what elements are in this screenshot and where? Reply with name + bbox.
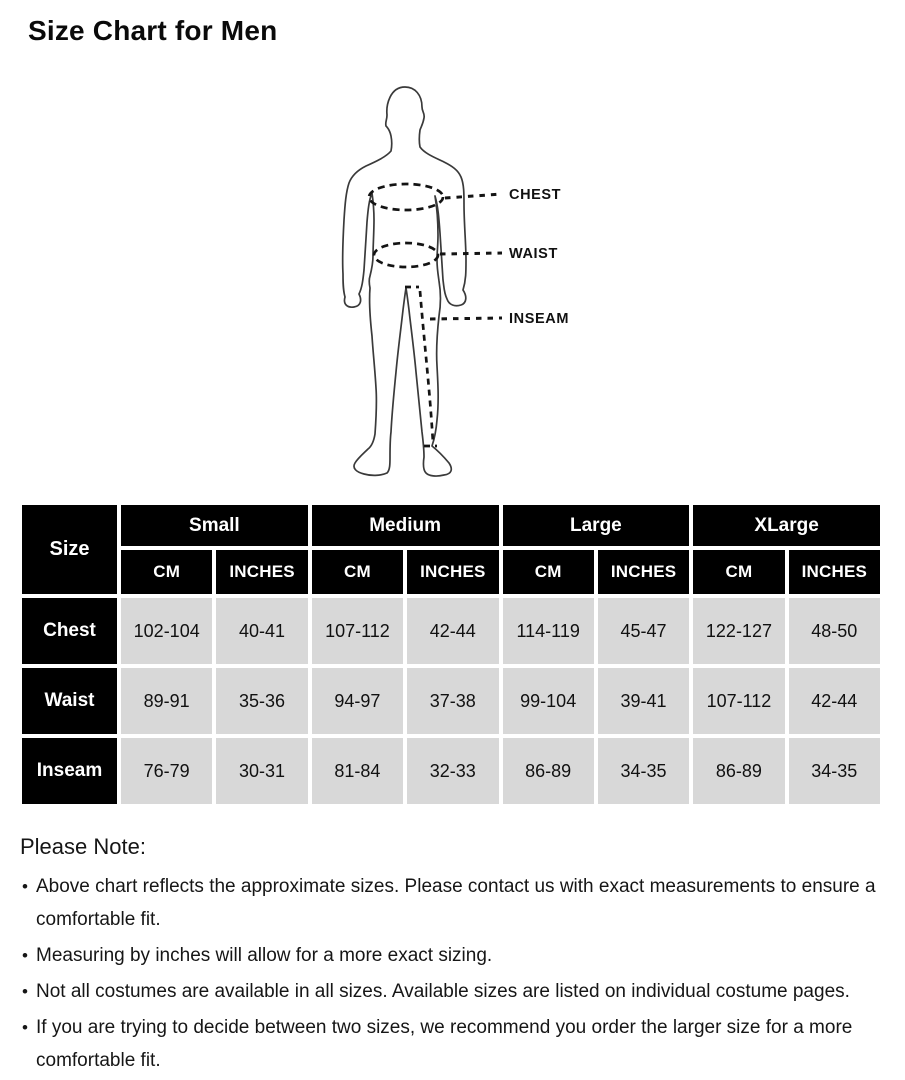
- unit-header: INCHES: [216, 550, 308, 594]
- chest-leader-line: [444, 192, 503, 200]
- table-cell: 81-84: [311, 738, 404, 804]
- table-cell: 40-41: [216, 598, 308, 664]
- page-title: Size Chart for Men: [28, 15, 278, 46]
- table-cell: 34-35: [597, 738, 690, 804]
- male-body-figure-svg: CHEST WAIST INSEAM: [341, 86, 569, 477]
- table-cell: 107-112: [311, 598, 404, 664]
- waist-label: WAIST: [509, 246, 558, 262]
- table-row-size-groups: Size Small Medium Large XLarge: [22, 505, 880, 594]
- table-cell: 42-44: [788, 668, 880, 734]
- table-cell: 114-119: [502, 598, 594, 664]
- unit-header: INCHES: [407, 550, 499, 594]
- unit-header: CM: [502, 550, 594, 594]
- notes-list: Above chart reflects the approximate siz…: [20, 870, 892, 1077]
- group-header-large: Large: [502, 505, 690, 546]
- table-cell: 102-104: [121, 598, 213, 664]
- inseam-label: INSEAM: [509, 311, 569, 327]
- note-item: Above chart reflects the approximate siz…: [20, 870, 892, 936]
- unit-header: CM: [311, 550, 404, 594]
- row-label-chest: Chest: [22, 598, 117, 664]
- unit-header: CM: [693, 550, 785, 594]
- table-cell: 94-97: [311, 668, 404, 734]
- table-cell: 99-104: [502, 668, 594, 734]
- notes-section: Please Note: Above chart reflects the ap…: [20, 834, 892, 1077]
- table-row-waist: Waist 89-91 35-36 94-97 37-38 99-104 39-…: [22, 668, 880, 734]
- chest-label: CHEST: [509, 187, 561, 203]
- table-cell: 34-35: [788, 738, 880, 804]
- table-cell: 42-44: [407, 598, 499, 664]
- unit-header: INCHES: [597, 550, 690, 594]
- notes-heading: Please Note:: [20, 834, 146, 859]
- group-header-small: Small: [121, 505, 308, 546]
- table-cell: 86-89: [502, 738, 594, 804]
- measurement-diagram: CHEST WAIST INSEAM: [0, 48, 905, 495]
- note-item: Measuring by inches will allow for a mor…: [20, 939, 892, 972]
- table-row-inseam: Inseam 76-79 30-31 81-84 32-33 86-89 34-…: [22, 738, 880, 804]
- table-cell: 35-36: [216, 668, 308, 734]
- table-cell: 45-47: [597, 598, 690, 664]
- unit-header: INCHES: [788, 550, 880, 594]
- group-header-medium: Medium: [311, 505, 499, 546]
- table-cell: 76-79: [121, 738, 213, 804]
- table-cell: 32-33: [407, 738, 499, 804]
- table-row-chest: Chest 102-104 40-41 107-112 42-44 114-11…: [22, 598, 880, 664]
- table-cell: 89-91: [121, 668, 213, 734]
- unit-header: CM: [121, 550, 213, 594]
- note-item: Not all costumes are available in all si…: [20, 975, 892, 1008]
- size-corner-header: Size: [22, 505, 117, 594]
- table-cell: 30-31: [216, 738, 308, 804]
- row-label-inseam: Inseam: [22, 738, 117, 804]
- inseam-measurement-line: [405, 285, 437, 448]
- waist-measurement-ellipse: [372, 241, 440, 269]
- table-cell: 48-50: [788, 598, 880, 664]
- table-cell: 86-89: [693, 738, 785, 804]
- table-row-units: CM INCHES CM INCHES CM INCHES CM INCHES: [22, 550, 880, 594]
- chest-measurement-ellipse: [367, 182, 445, 212]
- size-chart-table: Size Small Medium Large XLarge CM INCHES…: [18, 501, 884, 808]
- table-cell: 107-112: [693, 668, 785, 734]
- table-cell: 37-38: [407, 668, 499, 734]
- inseam-leader-line: [429, 316, 503, 321]
- group-header-xlarge: XLarge: [693, 505, 880, 546]
- table-cell: 39-41: [597, 668, 690, 734]
- table-cell: 122-127: [693, 598, 785, 664]
- male-body-outline: [341, 86, 467, 477]
- note-item: If you are trying to decide between two …: [20, 1011, 892, 1077]
- row-label-waist: Waist: [22, 668, 117, 734]
